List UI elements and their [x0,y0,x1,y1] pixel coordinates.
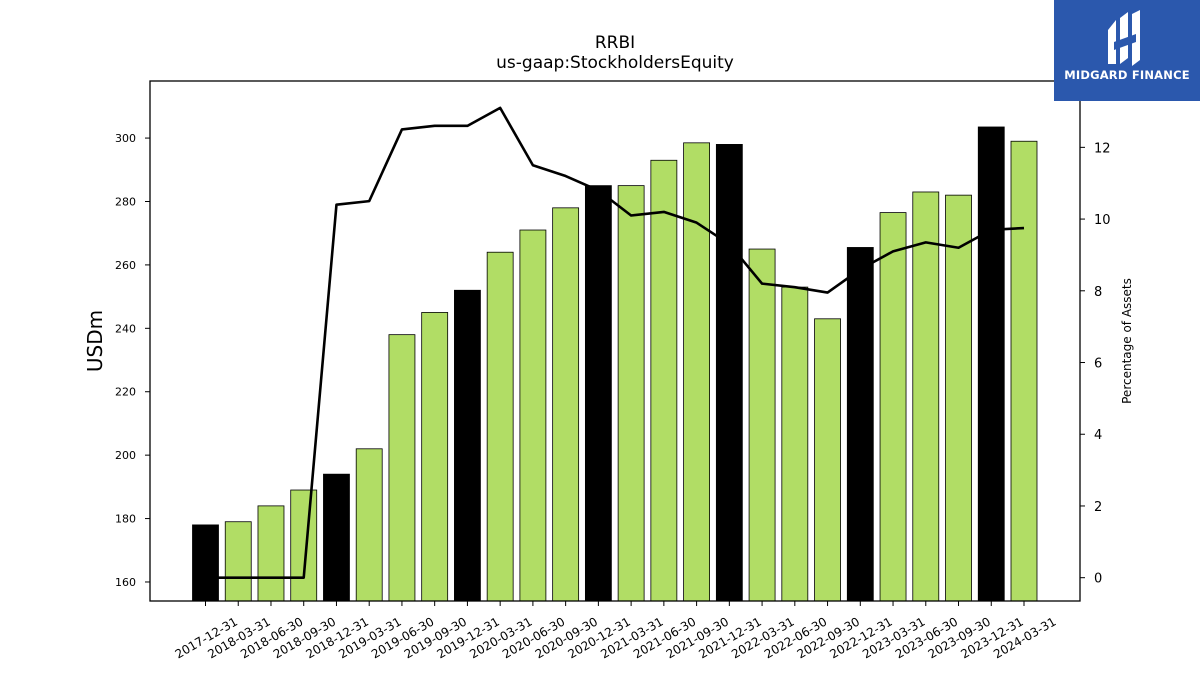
midgard-logo-icon [1108,10,1140,66]
left-axis: 160 180 200 220 240 260 280 300 [115,132,150,589]
y2-tick-label: 12 [1094,141,1111,156]
bar-2021-06-30 [650,159,678,602]
bar-2023-06-30 [912,191,940,602]
percentage-of-assets-line [205,106,1025,579]
y2-tick-label: 8 [1094,285,1102,300]
y-tick-label: 200 [115,449,136,462]
chart-title: RRBI [595,33,635,53]
y-axis-label: USDm [83,310,107,372]
bar-2019-09-30 [421,312,449,602]
bar-2022-06-30 [781,286,809,602]
bar-2022-12-31 [846,247,874,602]
y-tick-label: 280 [115,195,136,208]
y-tick-label: 180 [115,513,136,526]
bar-2019-06-30 [388,334,416,602]
bars-group [192,126,1038,602]
bar-2020-06-30 [519,229,547,602]
y2-tick-label: 0 [1094,572,1102,587]
bar-2018-03-31 [224,521,252,602]
y-tick-label: 160 [115,576,136,589]
y-tick-label: 260 [115,259,136,272]
y2-tick-label: 10 [1094,213,1111,228]
bar-2018-09-30 [290,489,318,602]
bar-2019-03-31 [355,448,383,602]
bar-2020-12-31 [584,185,612,602]
y2-tick-label: 4 [1094,428,1102,443]
y-tick-label: 220 [115,386,136,399]
bar-2021-09-30 [683,142,710,602]
bar-2020-03-31 [486,251,514,602]
y2-tick-label: 2 [1094,500,1102,515]
bar-2023-03-31 [879,212,907,602]
bar-2017-12-31 [192,524,219,602]
bar-2021-03-31 [617,185,645,602]
y2-axis-label: Percentage of Assets [1120,278,1134,404]
bar-2024-03-31 [1010,140,1038,602]
y2-tick-label: 6 [1094,357,1102,372]
bar-2020-09-30 [552,207,580,602]
line-layer [205,106,1025,579]
bar-2023-09-30 [945,194,972,602]
bar-2018-12-31 [323,473,350,602]
bar-2022-03-31 [748,248,776,602]
bar-2021-12-31 [715,144,743,602]
bar-2019-12-31 [454,289,481,602]
midgard-logo: MIDGARD FINANCE [1054,0,1200,101]
y-tick-label: 240 [115,322,136,335]
plot-frame [149,80,1081,602]
bar-2022-09-30 [814,318,841,602]
y-tick-label: 300 [115,132,136,145]
bar-2023-12-31 [977,126,1005,602]
x-axis: 2017-12-312018-03-312018-06-302018-09-30… [173,601,1059,661]
chart-subtitle: us-gaap:StockholdersEquity [496,53,734,73]
logo-text: MIDGARD FINANCE [1064,68,1190,82]
right-axis: 0 2 4 6 8 10 12 [1080,141,1111,587]
bar-2018-06-30 [257,505,285,602]
